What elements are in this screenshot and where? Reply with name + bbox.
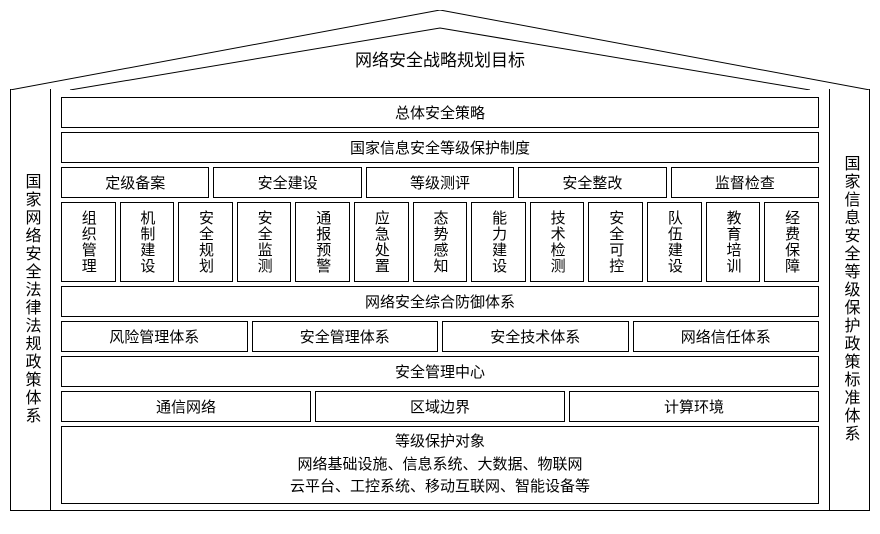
cell-r3-4: 监督检查 [671, 167, 819, 198]
cell-r4-2: 安全规划 [178, 202, 233, 282]
cell-overall-strategy: 总体安全策略 [61, 97, 819, 128]
cell-r3-1: 安全建设 [213, 167, 361, 198]
cell-r4-8: 技术检测 [530, 202, 585, 282]
right-pillar-label: 国家信息安全等级保护政策标准体系 [838, 155, 862, 443]
cell-r4-6: 态势感知 [413, 202, 468, 282]
bottom-line-1: 等级保护对象 [66, 431, 814, 454]
cell-r4-3: 安全监测 [237, 202, 292, 282]
cell-r8-1: 区域边界 [315, 391, 565, 422]
cell-defense-system: 网络安全综合防御体系 [61, 286, 819, 317]
cell-r4-10: 队伍建设 [647, 202, 702, 282]
center-grid: 总体安全策略 国家信息安全等级保护制度 定级备案 安全建设 等级测评 安全整改 … [51, 89, 829, 510]
row-7: 安全管理中心 [61, 356, 819, 387]
row-5: 网络安全综合防御体系 [61, 286, 819, 317]
cell-r8-2: 计算环境 [569, 391, 819, 422]
roof: 网络安全战略规划目标 [10, 10, 870, 90]
cell-r6-1: 安全管理体系 [252, 321, 439, 352]
row-6: 风险管理体系 安全管理体系 安全技术体系 网络信任体系 [61, 321, 819, 352]
cell-mgmt-center: 安全管理中心 [61, 356, 819, 387]
cell-r4-5: 应急处置 [354, 202, 409, 282]
row-8: 通信网络 区域边界 计算环境 [61, 391, 819, 422]
cell-r4-11: 教育培训 [706, 202, 761, 282]
bottom-line-2: 网络基础设施、信息系统、大数据、物联网 [66, 454, 814, 477]
security-framework-diagram: 网络安全战略规划目标 国家网络安全法律法规政策体系 总体安全策略 国家信息安全等… [10, 10, 870, 511]
row-1: 总体安全策略 [61, 97, 819, 128]
bottom-block: 等级保护对象 网络基础设施、信息系统、大数据、物联网 云平台、工控系统、移动互联… [61, 426, 819, 504]
cell-r4-12: 经费保障 [764, 202, 819, 282]
cell-r3-2: 等级测评 [366, 167, 514, 198]
cell-r4-4: 通报预警 [295, 202, 350, 282]
cell-r3-3: 安全整改 [518, 167, 666, 198]
left-pillar-label: 国家网络安全法律法规政策体系 [19, 173, 43, 425]
roof-title: 网络安全战略规划目标 [10, 46, 870, 71]
cell-r4-0: 组织管理 [61, 202, 116, 282]
cell-r3-0: 定级备案 [61, 167, 209, 198]
cell-national-system: 国家信息安全等级保护制度 [61, 132, 819, 163]
cell-r4-9: 安全可控 [588, 202, 643, 282]
row-2: 国家信息安全等级保护制度 [61, 132, 819, 163]
cell-r4-1: 机制建设 [120, 202, 175, 282]
cell-r6-2: 安全技术体系 [442, 321, 629, 352]
left-pillar: 国家网络安全法律法规政策体系 [11, 89, 51, 510]
cell-r6-0: 风险管理体系 [61, 321, 248, 352]
cell-r8-0: 通信网络 [61, 391, 311, 422]
cell-r6-3: 网络信任体系 [633, 321, 820, 352]
bottom-line-3: 云平台、工控系统、移动互联网、智能设备等 [66, 476, 814, 499]
row-3: 定级备案 安全建设 等级测评 安全整改 监督检查 [61, 167, 819, 198]
right-pillar: 国家信息安全等级保护政策标准体系 [829, 89, 869, 510]
cell-r4-7: 能力建设 [471, 202, 526, 282]
diagram-body: 国家网络安全法律法规政策体系 总体安全策略 国家信息安全等级保护制度 定级备案 … [10, 89, 870, 511]
row-4: 组织管理 机制建设 安全规划 安全监测 通报预警 应急处置 态势感知 能力建设 … [61, 202, 819, 282]
